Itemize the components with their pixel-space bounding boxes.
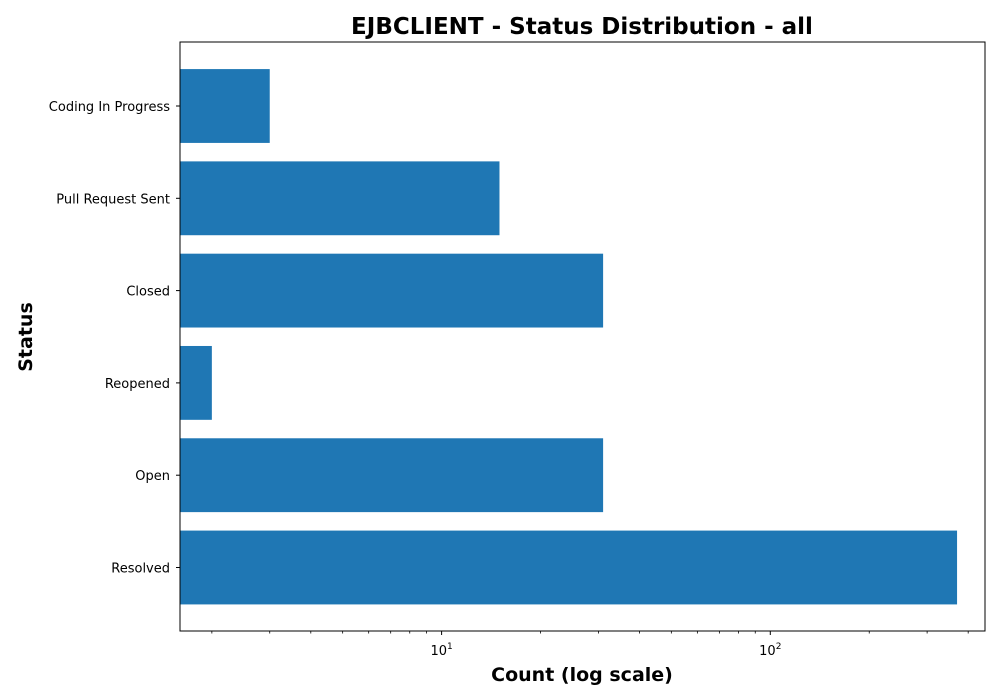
y-tick-label-reopened: Reopened xyxy=(105,377,170,392)
y-tick-label-resolved: Resolved xyxy=(111,562,170,577)
y-tick-label-closed: Closed xyxy=(126,285,170,300)
y-tick-label-coding-in-progress: Coding In Progress xyxy=(49,100,170,115)
y-axis-label: Status xyxy=(15,302,37,372)
bar-resolved xyxy=(180,530,958,605)
x-axis-ticks: 101 102 xyxy=(211,631,969,659)
bar-reopened xyxy=(180,345,212,420)
bar-coding-in-progress xyxy=(180,69,270,143)
chart-title: EJBCLIENT - Status Distribution - all xyxy=(351,14,813,40)
bars-group xyxy=(180,69,958,605)
bar-closed xyxy=(180,253,604,328)
x-tick-label-100: 102 xyxy=(759,642,781,659)
plot-frame xyxy=(179,41,986,632)
y-tick-label-pull-request-sent: Pull Request Sent xyxy=(56,192,170,207)
bar-pull-request-sent xyxy=(180,161,500,236)
x-tick-label-10: 101 xyxy=(430,642,452,659)
x-axis-label: Count (log scale) xyxy=(491,664,673,686)
bar-open xyxy=(180,438,604,513)
y-axis-ticks: Resolved Open Reopened Closed Pull Request S… xyxy=(49,100,180,577)
y-tick-label-open: Open xyxy=(135,469,170,484)
